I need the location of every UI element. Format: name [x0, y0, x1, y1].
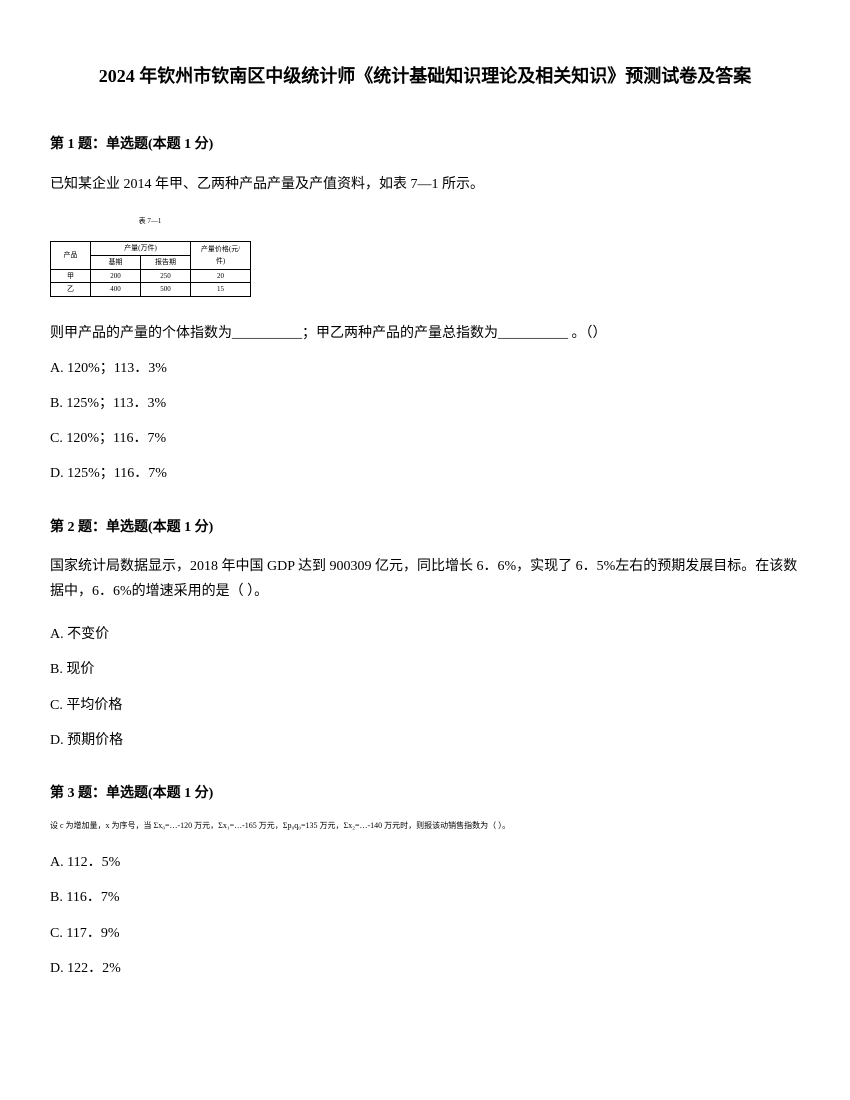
- table-row: 甲 200 250 20: [51, 269, 251, 283]
- q1-option-d: D. 125%；116．7%: [50, 461, 800, 486]
- q2-option-a: A. 不变价: [50, 622, 800, 647]
- table-cell: 20: [191, 269, 251, 283]
- q3-option-c: C. 117．9%: [50, 921, 800, 946]
- q3-header: 第 3 题：单选题(本题 1 分): [50, 781, 800, 806]
- q3-option-a: A. 112．5%: [50, 850, 800, 875]
- table-cell: 甲: [51, 269, 91, 283]
- q1-table: 产品 产量(万件) 产量价格(元/件) 基期 报告期 甲 200 250 20 …: [50, 241, 251, 296]
- table-cell: 基期: [91, 255, 141, 269]
- q1-option-a: A. 120%；113．3%: [50, 356, 800, 381]
- table-cell: 200: [91, 269, 141, 283]
- table-cell: 产量价格(元/件): [191, 242, 251, 269]
- document-title: 2024 年钦州市钦南区中级统计师《统计基础知识理论及相关知识》预测试卷及答案: [50, 60, 800, 92]
- table-cell: 乙: [51, 283, 91, 297]
- table-cell: 产品: [51, 242, 91, 269]
- table-row: 乙 400 500 15: [51, 283, 251, 297]
- q2-option-d: D. 预期价格: [50, 728, 800, 753]
- table-row: 产品 产量(万件) 产量价格(元/件): [51, 242, 251, 256]
- q1-header: 第 1 题：单选题(本题 1 分): [50, 132, 800, 157]
- q2-option-c: C. 平均价格: [50, 693, 800, 718]
- q1-option-b: B. 125%；113．3%: [50, 391, 800, 416]
- table-cell: 400: [91, 283, 141, 297]
- q2-header: 第 2 题：单选题(本题 1 分): [50, 515, 800, 540]
- q1-followup: 则甲产品的产量的个体指数为__________；甲乙两种产品的产量总指数为___…: [50, 321, 800, 346]
- q1-option-c: C. 120%；116．7%: [50, 426, 800, 451]
- q1-table-caption: 表 7—1: [50, 215, 250, 228]
- q3-note: 设 c 为增加量，x 为序号，当 Σx₀=…-120 万元，Σx₁=…-165 …: [50, 820, 800, 832]
- q1-table-wrapper: 表 7—1 产品 产量(万件) 产量价格(元/件) 基期 报告期 甲 200 2…: [50, 215, 800, 297]
- q3-option-b: B. 116．7%: [50, 885, 800, 910]
- table-cell: 产量(万件): [91, 242, 191, 256]
- table-cell: 500: [141, 283, 191, 297]
- table-cell: 250: [141, 269, 191, 283]
- table-cell: 15: [191, 283, 251, 297]
- q2-stem: 国家统计局数据显示，2018 年中国 GDP 达到 900309 亿元，同比增长…: [50, 554, 800, 604]
- q1-stem: 已知某企业 2014 年甲、乙两种产品产量及产值资料，如表 7—1 所示。: [50, 172, 800, 197]
- q2-option-b: B. 现价: [50, 657, 800, 682]
- table-cell: 报告期: [141, 255, 191, 269]
- q3-option-d: D. 122．2%: [50, 956, 800, 981]
